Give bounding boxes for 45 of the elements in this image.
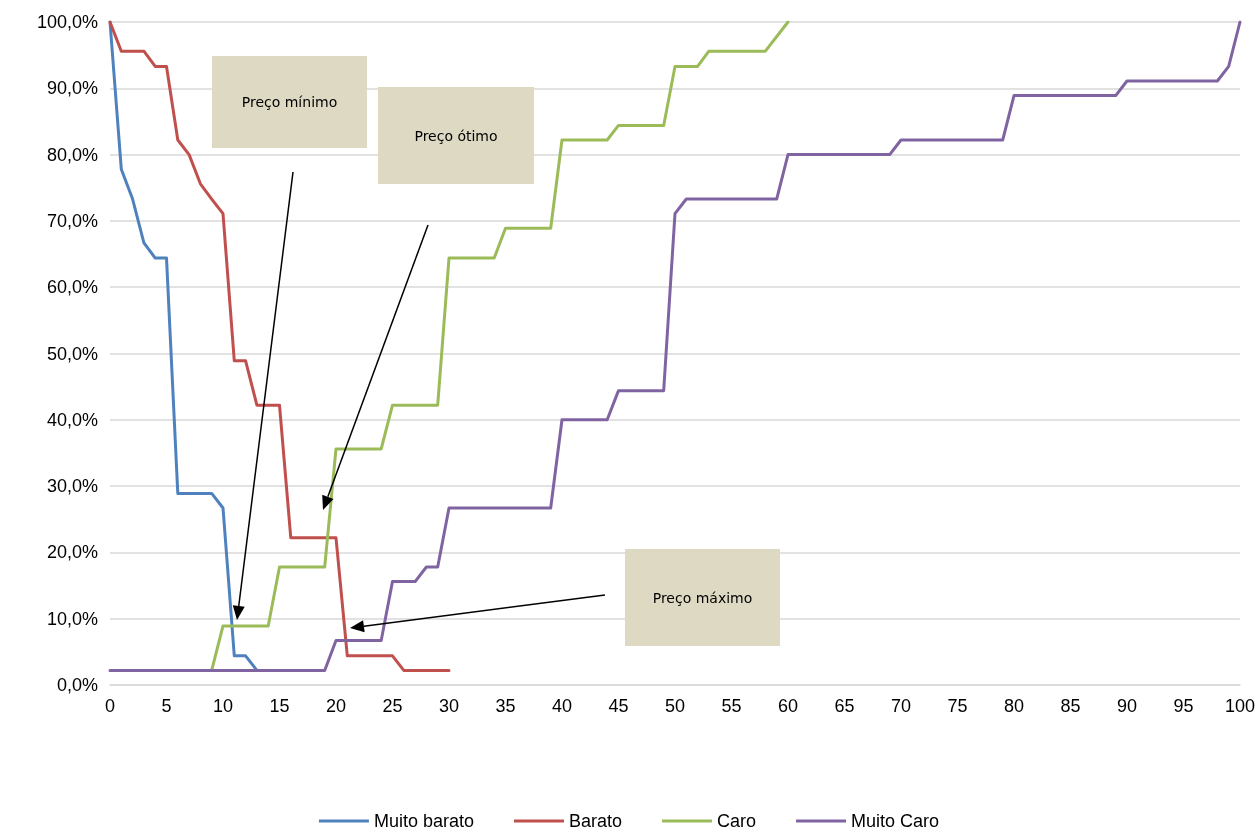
line-series xyxy=(210,20,790,672)
y-tick-label: 90,0% xyxy=(46,78,98,99)
x-tick-label: 95 xyxy=(1173,696,1194,716)
annotation: Preço máximo xyxy=(652,589,753,606)
x-tick-label: 40 xyxy=(551,696,573,716)
y-tick-label: 30,0% xyxy=(46,476,98,497)
annotation: Preço mínimo xyxy=(241,94,338,110)
legend-label: Muito barato xyxy=(373,811,474,831)
callout-box: Preço ótimo xyxy=(378,87,534,184)
x-tick-label: 55 xyxy=(721,696,742,716)
x-tick-label: 15 xyxy=(269,696,290,716)
x-tick-label: 50 xyxy=(664,696,686,716)
callout-box: Preço mínimo xyxy=(212,56,367,148)
x-tick-label: 65 xyxy=(834,696,855,716)
y-tick-label: 60,0% xyxy=(46,277,98,298)
legend-label: Caro xyxy=(717,811,757,831)
x-tick-label: 10 xyxy=(212,696,234,716)
x-tick-label: 90 xyxy=(1116,696,1137,716)
legend-label: Muito Caro xyxy=(851,811,940,831)
callout-box: Preço máximo xyxy=(625,549,780,646)
x-tick-label: 100 xyxy=(1224,696,1256,716)
x-tick-label: 25 xyxy=(382,696,403,716)
annotation: Preço ótimo xyxy=(414,127,498,144)
x-tick-label: 75 xyxy=(947,696,968,716)
y-tick-label: 10,0% xyxy=(46,608,98,629)
x-tick-label: 20 xyxy=(325,696,347,716)
line-series xyxy=(108,20,1242,672)
line-series xyxy=(108,20,451,672)
x-tick-label: 85 xyxy=(1060,696,1081,716)
legend-label: Barato xyxy=(568,811,623,831)
x-tick-label: 35 xyxy=(495,696,516,716)
x-tick-label: 80 xyxy=(1003,696,1024,716)
y-tick-label: 20,0% xyxy=(46,542,98,563)
y-tick-label: 100,0% xyxy=(36,12,98,32)
x-tick-label: 60 xyxy=(777,696,799,716)
x-tick-label: 5 xyxy=(161,696,172,716)
y-tick-label: 50,0% xyxy=(46,343,98,364)
x-tick-label: 0 xyxy=(104,696,116,716)
y-tick-label: 0,0% xyxy=(56,675,98,695)
x-tick-label: 45 xyxy=(608,696,629,716)
x-tick-label: 70 xyxy=(890,696,911,716)
x-tick-label: 30 xyxy=(438,696,460,716)
y-tick-label: 70,0% xyxy=(46,210,98,231)
y-tick-label: 40,0% xyxy=(46,409,98,430)
y-tick-label: 80,0% xyxy=(46,144,98,165)
